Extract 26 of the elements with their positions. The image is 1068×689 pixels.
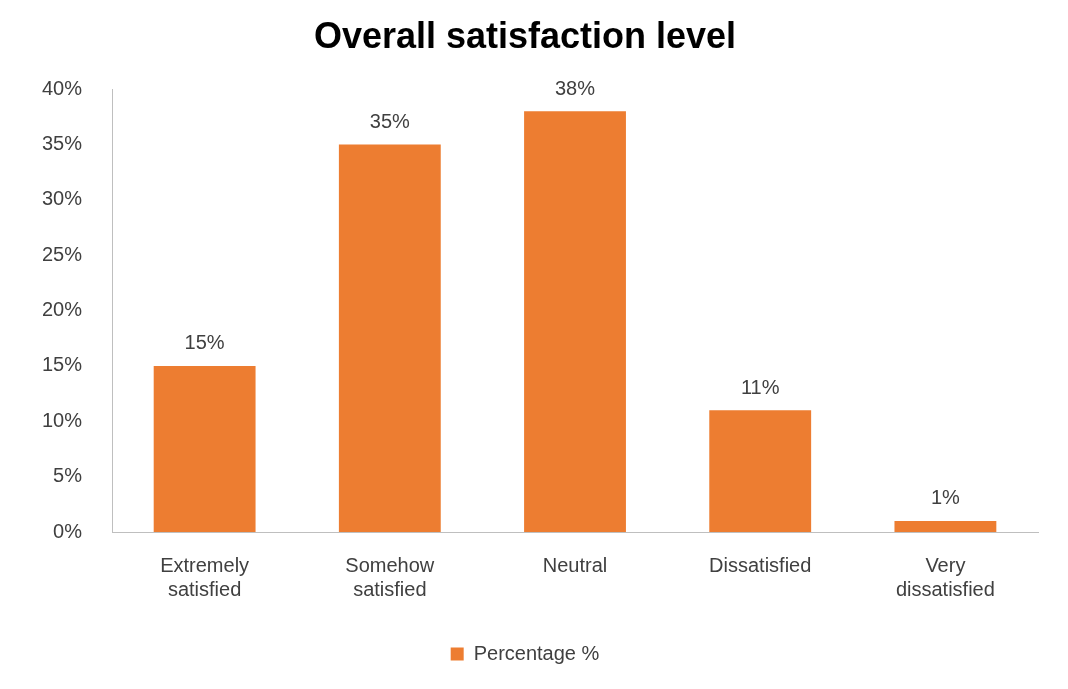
y-tick-label: 30% <box>42 187 83 210</box>
text: 15% <box>184 331 225 354</box>
x-tick-label: Extremely satisfied <box>160 553 250 600</box>
x-tick-label: Somehow satisfied <box>345 553 435 600</box>
bar <box>524 111 626 532</box>
y-tick-label: 35% <box>42 132 83 155</box>
y-tick-label: 10% <box>42 408 83 431</box>
y-tick-label: 25% <box>42 242 83 265</box>
text: 38% <box>555 76 596 99</box>
bar <box>709 410 812 532</box>
x-tick-label: Very dissatisfied <box>895 553 995 600</box>
y-tick-label: 5% <box>53 464 83 487</box>
y-tick-label: 20% <box>42 298 83 321</box>
text: 35% <box>369 110 410 133</box>
y-tick-label: 0% <box>53 519 83 542</box>
x-tick-label: Neutral <box>542 553 608 576</box>
bar <box>894 520 997 532</box>
text: 1% <box>930 486 960 509</box>
bar <box>338 144 441 532</box>
text: 11% <box>740 375 780 398</box>
legend-label: Percentage % <box>473 641 600 664</box>
bar <box>153 365 256 532</box>
y-tick-label: 40% <box>42 76 83 99</box>
x-tick-label: Dissatisfied <box>709 553 812 576</box>
y-tick-label: 15% <box>42 353 83 376</box>
chart-title: Overall satisfaction level <box>313 14 737 56</box>
